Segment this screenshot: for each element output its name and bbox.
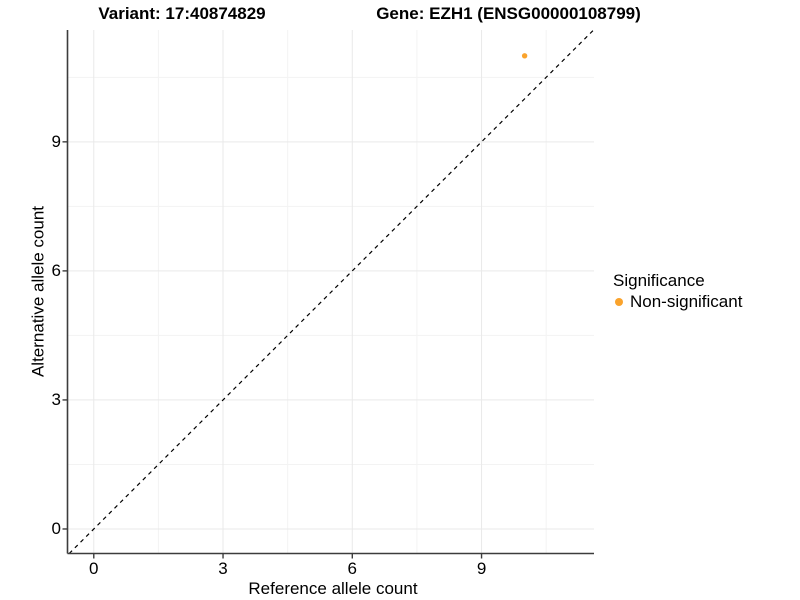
legend-key (613, 293, 625, 311)
legend-items: Non-significant (613, 293, 783, 311)
legend-item-label: Non-significant (630, 292, 743, 311)
y-tick-label: 6 (51, 261, 61, 281)
x-tick-label: 0 (89, 559, 99, 578)
x-tick-label: 3 (218, 559, 228, 578)
legend: Significance Non-significant (613, 271, 783, 311)
x-tick-label: 9 (476, 559, 487, 578)
x-axis-title: Reference allele count (248, 579, 418, 598)
y-tick-label: 9 (51, 132, 61, 152)
legend-point-icon (615, 298, 623, 306)
legend-item: Non-significant (613, 293, 783, 311)
y-tick-label: 0 (51, 519, 61, 539)
data-point (521, 53, 528, 59)
legend-title: Significance (613, 271, 705, 290)
x-tick-label: 6 (347, 559, 358, 578)
y-tick-label: 3 (51, 390, 61, 410)
variant-title: Variant: 17:40874829 (98, 4, 266, 23)
identity-reference-line (68, 29, 594, 554)
gene-title: Gene: EZH1 (ENSG00000108799) (376, 4, 641, 23)
